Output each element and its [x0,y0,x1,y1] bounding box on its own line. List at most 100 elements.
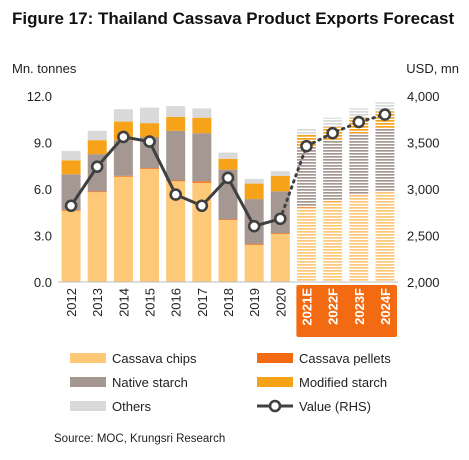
bar-modified-2020 [270,175,290,192]
source-note: Source: MOC, Krungsri Research [54,433,226,445]
bar-pellets-2016 [166,180,186,182]
bar-modified-2013 [87,140,107,155]
bar-modified-2019 [244,183,264,200]
bar-others-2021E [296,128,316,135]
x-tick-label-2023F: 2023F [352,288,367,325]
x-tick-label-2021E: 2021E [299,288,314,326]
legend-swatch-cassava-pellets [257,353,293,363]
legend-marker-value-rhs [268,399,282,413]
x-tick-label-2014: 2014 [116,288,131,317]
bar-pellets-2020 [270,233,290,234]
value-point-2017 [195,199,209,213]
bar-others-2012 [61,151,81,161]
bar-chips-2013 [87,192,107,282]
bar-chips-2024F [375,192,395,282]
bar-others-2014 [113,109,133,122]
bar-native-2022F [323,140,343,200]
bar-native-2023F [349,133,369,194]
bar-modified-2015 [140,123,160,138]
x-tick-label-2022F: 2022F [326,288,341,325]
y2-tick-label: 2,000 [407,275,440,290]
legend-swatch-modified-starch [257,377,293,387]
x-tick-label-2018: 2018 [221,288,236,317]
bar-pellets-2023F [349,193,369,196]
bar-pellets-2022F [323,199,343,202]
y-tick-label: 12.0 [27,89,52,104]
bar-pellets-2024F [375,190,395,193]
bar-pellets-2018 [218,219,238,220]
y-tick-label: 0.0 [34,275,52,290]
bar-chips-2018 [218,220,238,282]
x-tick-label-2020: 2020 [273,288,288,317]
x-tick-label-2013: 2013 [90,288,105,317]
bar-native-2024F [375,128,395,191]
bar-chips-2014 [113,176,133,282]
bar-modified-2017 [192,117,212,134]
y2-axis-label: USD, mn [406,61,459,76]
legend-swatch-native-starch [70,377,106,387]
bar-others-2018 [218,152,238,159]
bar-native-2016 [166,130,186,181]
y-tick-label: 9.0 [34,136,52,151]
bar-modified-2018 [218,158,238,170]
x-tick-label-2012: 2012 [64,288,79,317]
legend-swatch-others [70,401,106,411]
y2-tick-label: 3,500 [407,136,440,151]
bar-chips-2022F [323,201,343,282]
y-axis-label: Mn. tonnes [12,61,77,76]
bar-chips-2012 [61,210,81,282]
bar-modified-2016 [166,116,186,131]
y-tick-label: 3.0 [34,229,52,244]
bar-chips-2023F [349,195,369,282]
bar-others-2013 [87,130,107,141]
bar-pellets-2017 [192,181,212,183]
value-point-2012 [64,199,78,213]
bar-pellets-2014 [113,175,133,177]
bar-modified-2012 [61,160,81,175]
bar-chips-2021E [296,207,316,282]
bar-others-2016 [166,106,186,117]
bar-pellets-2015 [140,168,160,169]
bar-others-2019 [244,178,264,184]
bar-others-2020 [270,171,290,176]
legend-swatch-cassava-chips [70,353,106,363]
value-point-2023F [352,115,366,129]
bar-native-2021E [296,147,316,207]
bar-others-2024F [375,102,395,112]
legend-label-others: Others [112,399,152,414]
value-point-2013 [90,160,104,173]
bar-others-2015 [140,107,160,124]
chart-title: Figure 17: Thailand Cassava Product Expo… [12,9,455,28]
value-point-2024F [378,108,392,121]
y-tick-label: 6.0 [34,182,52,197]
bar-chips-2016 [166,181,186,282]
value-point-2016 [169,188,182,201]
value-point-2022F [326,126,339,140]
value-point-2021E [300,139,313,153]
y2-tick-label: 3,000 [407,182,440,197]
bar-pellets-2013 [87,191,107,193]
bar-chips-2019 [244,244,264,282]
legend-label-value-rhs: Value (RHS) [299,399,371,414]
value-point-2020 [274,212,287,226]
bar-chips-2015 [140,168,160,282]
bar-others-2023F [349,108,369,118]
x-tick-label-2024F: 2024F [378,288,393,325]
x-tick-label-2017: 2017 [195,288,210,317]
legend-label-modified-starch: Modified starch [299,375,387,390]
bar-chips-2020 [270,233,290,282]
legend-label-cassava-chips: Cassava chips [112,351,197,366]
x-tick-label-2015: 2015 [143,288,158,317]
bar-pellets-2021E [296,206,316,208]
legend-label-cassava-pellets: Cassava pellets [299,351,391,366]
value-point-2015 [143,135,156,148]
bar-pellets-2019 [244,244,264,245]
y2-tick-label: 4,000 [407,89,440,104]
bar-native-2014 [113,140,133,176]
value-point-2018 [221,171,235,185]
legend-label-native-starch: Native starch [112,375,188,390]
value-point-2019 [247,219,261,233]
bar-others-2017 [192,108,212,118]
x-tick-label-2019: 2019 [247,288,262,317]
